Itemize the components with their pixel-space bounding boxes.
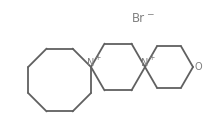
Text: O: O bbox=[194, 62, 202, 72]
Text: N: N bbox=[87, 58, 95, 68]
Text: +: + bbox=[148, 54, 154, 62]
Text: +: + bbox=[94, 54, 100, 62]
Text: −: − bbox=[146, 9, 154, 18]
Text: Br: Br bbox=[132, 12, 145, 25]
Text: N: N bbox=[141, 58, 149, 68]
